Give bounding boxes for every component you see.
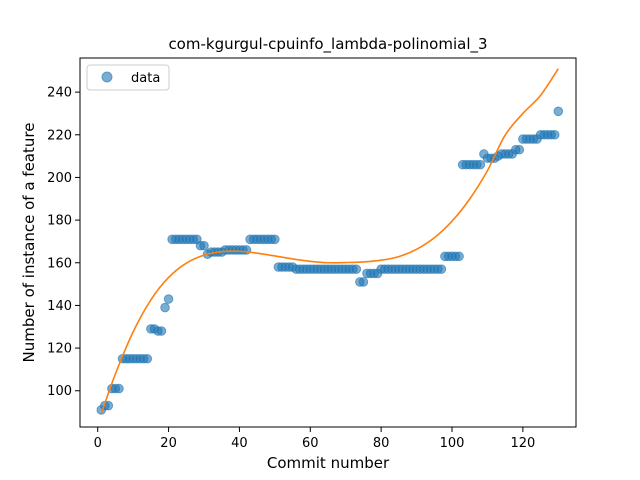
x-axis-ticks: 0 20 40 60 80 100 120 [94, 427, 535, 451]
data-point [475, 159, 486, 170]
data-point [351, 264, 362, 274]
chart-title: com-kgurgul-cpuinfo_lambda-polinomial_3 [168, 35, 487, 54]
y-tick-label: 200 [47, 171, 72, 186]
data-point [241, 245, 252, 255]
data-point [358, 277, 369, 287]
data-point [549, 129, 560, 140]
x-tick-label: 80 [373, 436, 390, 451]
data-point [163, 294, 174, 304]
y-tick-label: 180 [47, 214, 72, 229]
y-tick-label: 100 [47, 384, 72, 399]
y-axis-label: Number of instance of a feature [20, 123, 38, 363]
legend: data [86, 64, 170, 91]
data-point [160, 302, 170, 313]
y-tick-label: 140 [47, 299, 72, 314]
y-axis-ticks: 100 120 140 160 180 200 220 240 [47, 86, 80, 399]
data-point [436, 264, 447, 274]
x-tick-label: 120 [510, 436, 535, 451]
y-tick-label: 160 [47, 256, 72, 271]
data-point [142, 353, 153, 364]
x-tick-label: 40 [231, 436, 248, 451]
legend-marker-data [101, 71, 113, 83]
x-tick-label: 60 [302, 436, 319, 451]
data-point [156, 326, 167, 336]
x-tick-label: 20 [160, 436, 177, 451]
x-tick-label: 0 [94, 436, 102, 451]
data-points [96, 106, 564, 415]
x-axis-label: Commit number [267, 454, 390, 472]
data-point [454, 251, 464, 262]
fit-curve-layer [100, 68, 559, 415]
fit-curve [100, 68, 559, 415]
y-tick-label: 220 [47, 128, 72, 143]
y-tick-label: 240 [47, 86, 72, 101]
data-point [553, 106, 564, 117]
plot-area [80, 58, 576, 427]
legend-label-data: data [131, 71, 160, 86]
data-point [199, 240, 209, 251]
data-point [514, 144, 525, 155]
legend-box [86, 64, 170, 91]
data-point [270, 234, 280, 245]
data-point [114, 383, 124, 394]
y-tick-label: 120 [47, 342, 72, 357]
plot-frame [79, 57, 577, 428]
x-tick-label: 100 [440, 436, 465, 451]
